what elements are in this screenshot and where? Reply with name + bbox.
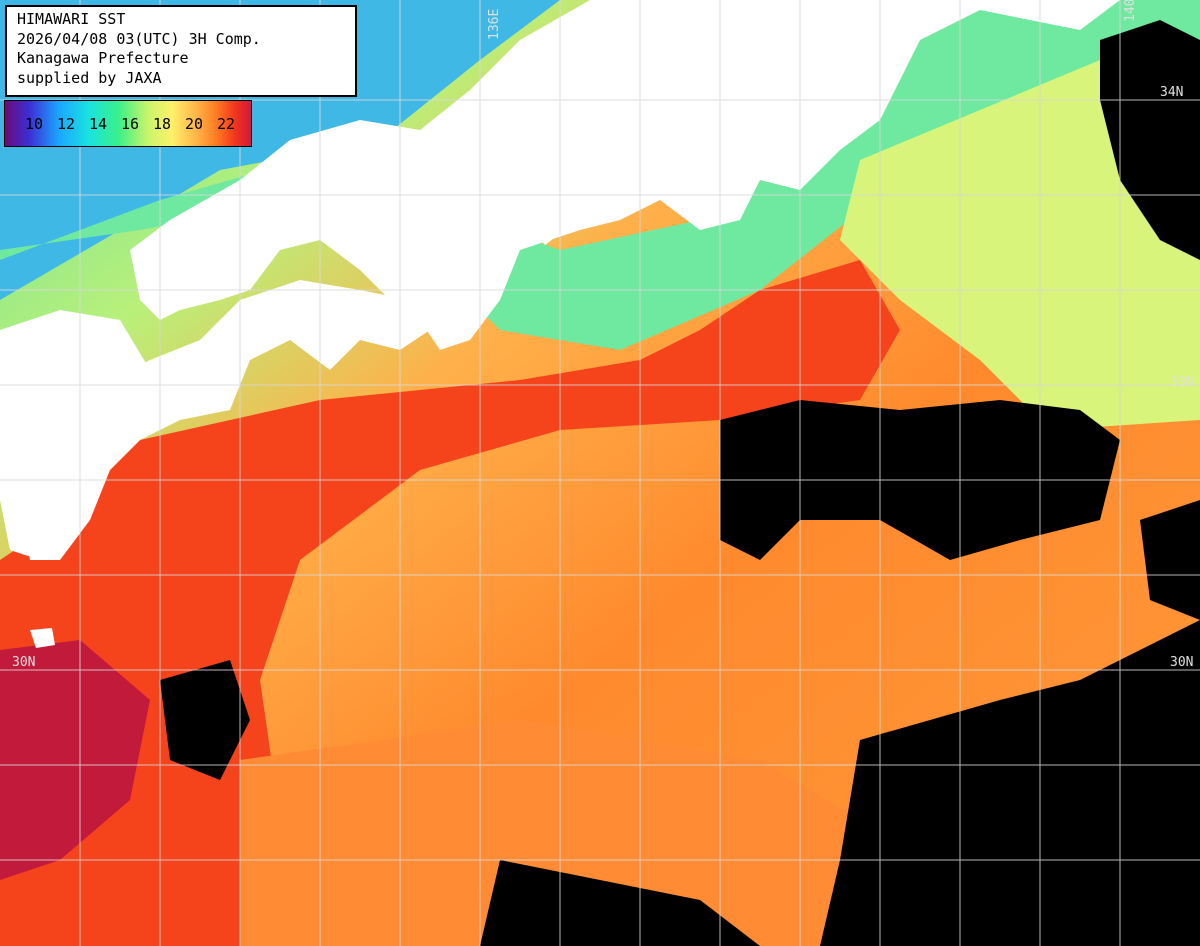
lon-label-136: 136E bbox=[487, 9, 502, 40]
legend-tick: 20 bbox=[185, 115, 204, 133]
lat-label-30-right: 30N bbox=[1170, 655, 1193, 670]
lat-label-30-left: 30N bbox=[12, 655, 35, 670]
legend-gradient bbox=[5, 101, 251, 146]
legend-tick: 14 bbox=[89, 115, 108, 133]
provider-line: Kanagawa Prefecture bbox=[17, 49, 189, 67]
info-box: HIMAWARI SST 2026/04/08 03(UTC) 3H Comp.… bbox=[5, 5, 357, 97]
land-awaji bbox=[530, 195, 565, 245]
legend-tick: 18 bbox=[153, 115, 172, 133]
product-title: HIMAWARI SST bbox=[17, 10, 126, 28]
sea-hot-southwest bbox=[0, 640, 150, 880]
cloud-east-edge bbox=[1140, 500, 1200, 620]
sea-cold-band bbox=[0, 0, 1200, 350]
cloud-northeast bbox=[1100, 20, 1200, 260]
lat-label-33: 33N bbox=[1170, 375, 1193, 390]
cloud-west-patch bbox=[160, 660, 250, 780]
land-shikoku bbox=[20, 280, 430, 560]
sea-warm-kuroshio bbox=[0, 260, 900, 946]
cloud-southeast bbox=[820, 620, 1200, 946]
cloud-south-patch bbox=[480, 860, 760, 946]
lon-label-140: 140E bbox=[1123, 0, 1138, 22]
land-honshu bbox=[130, 0, 1120, 350]
land-izu-islet bbox=[30, 628, 55, 648]
legend-tick: 10 bbox=[25, 115, 44, 133]
legend-tick: 22 bbox=[217, 115, 236, 133]
lat-label-34: 34N bbox=[1160, 85, 1183, 100]
color-scale-legend: 10 12 14 16 18 20 22 bbox=[4, 100, 252, 147]
sea-warm-south bbox=[240, 720, 860, 946]
credit-line: supplied by JAXA bbox=[17, 68, 162, 87]
legend-tick: 12 bbox=[57, 115, 76, 133]
timestamp-line: 2026/04/08 03(UTC) 3H Comp. bbox=[17, 29, 261, 48]
land-kyushu-west bbox=[0, 310, 150, 560]
legend-tick: 16 bbox=[121, 115, 140, 133]
legend-tick-labels: 10 12 14 16 18 20 22 bbox=[25, 115, 249, 133]
